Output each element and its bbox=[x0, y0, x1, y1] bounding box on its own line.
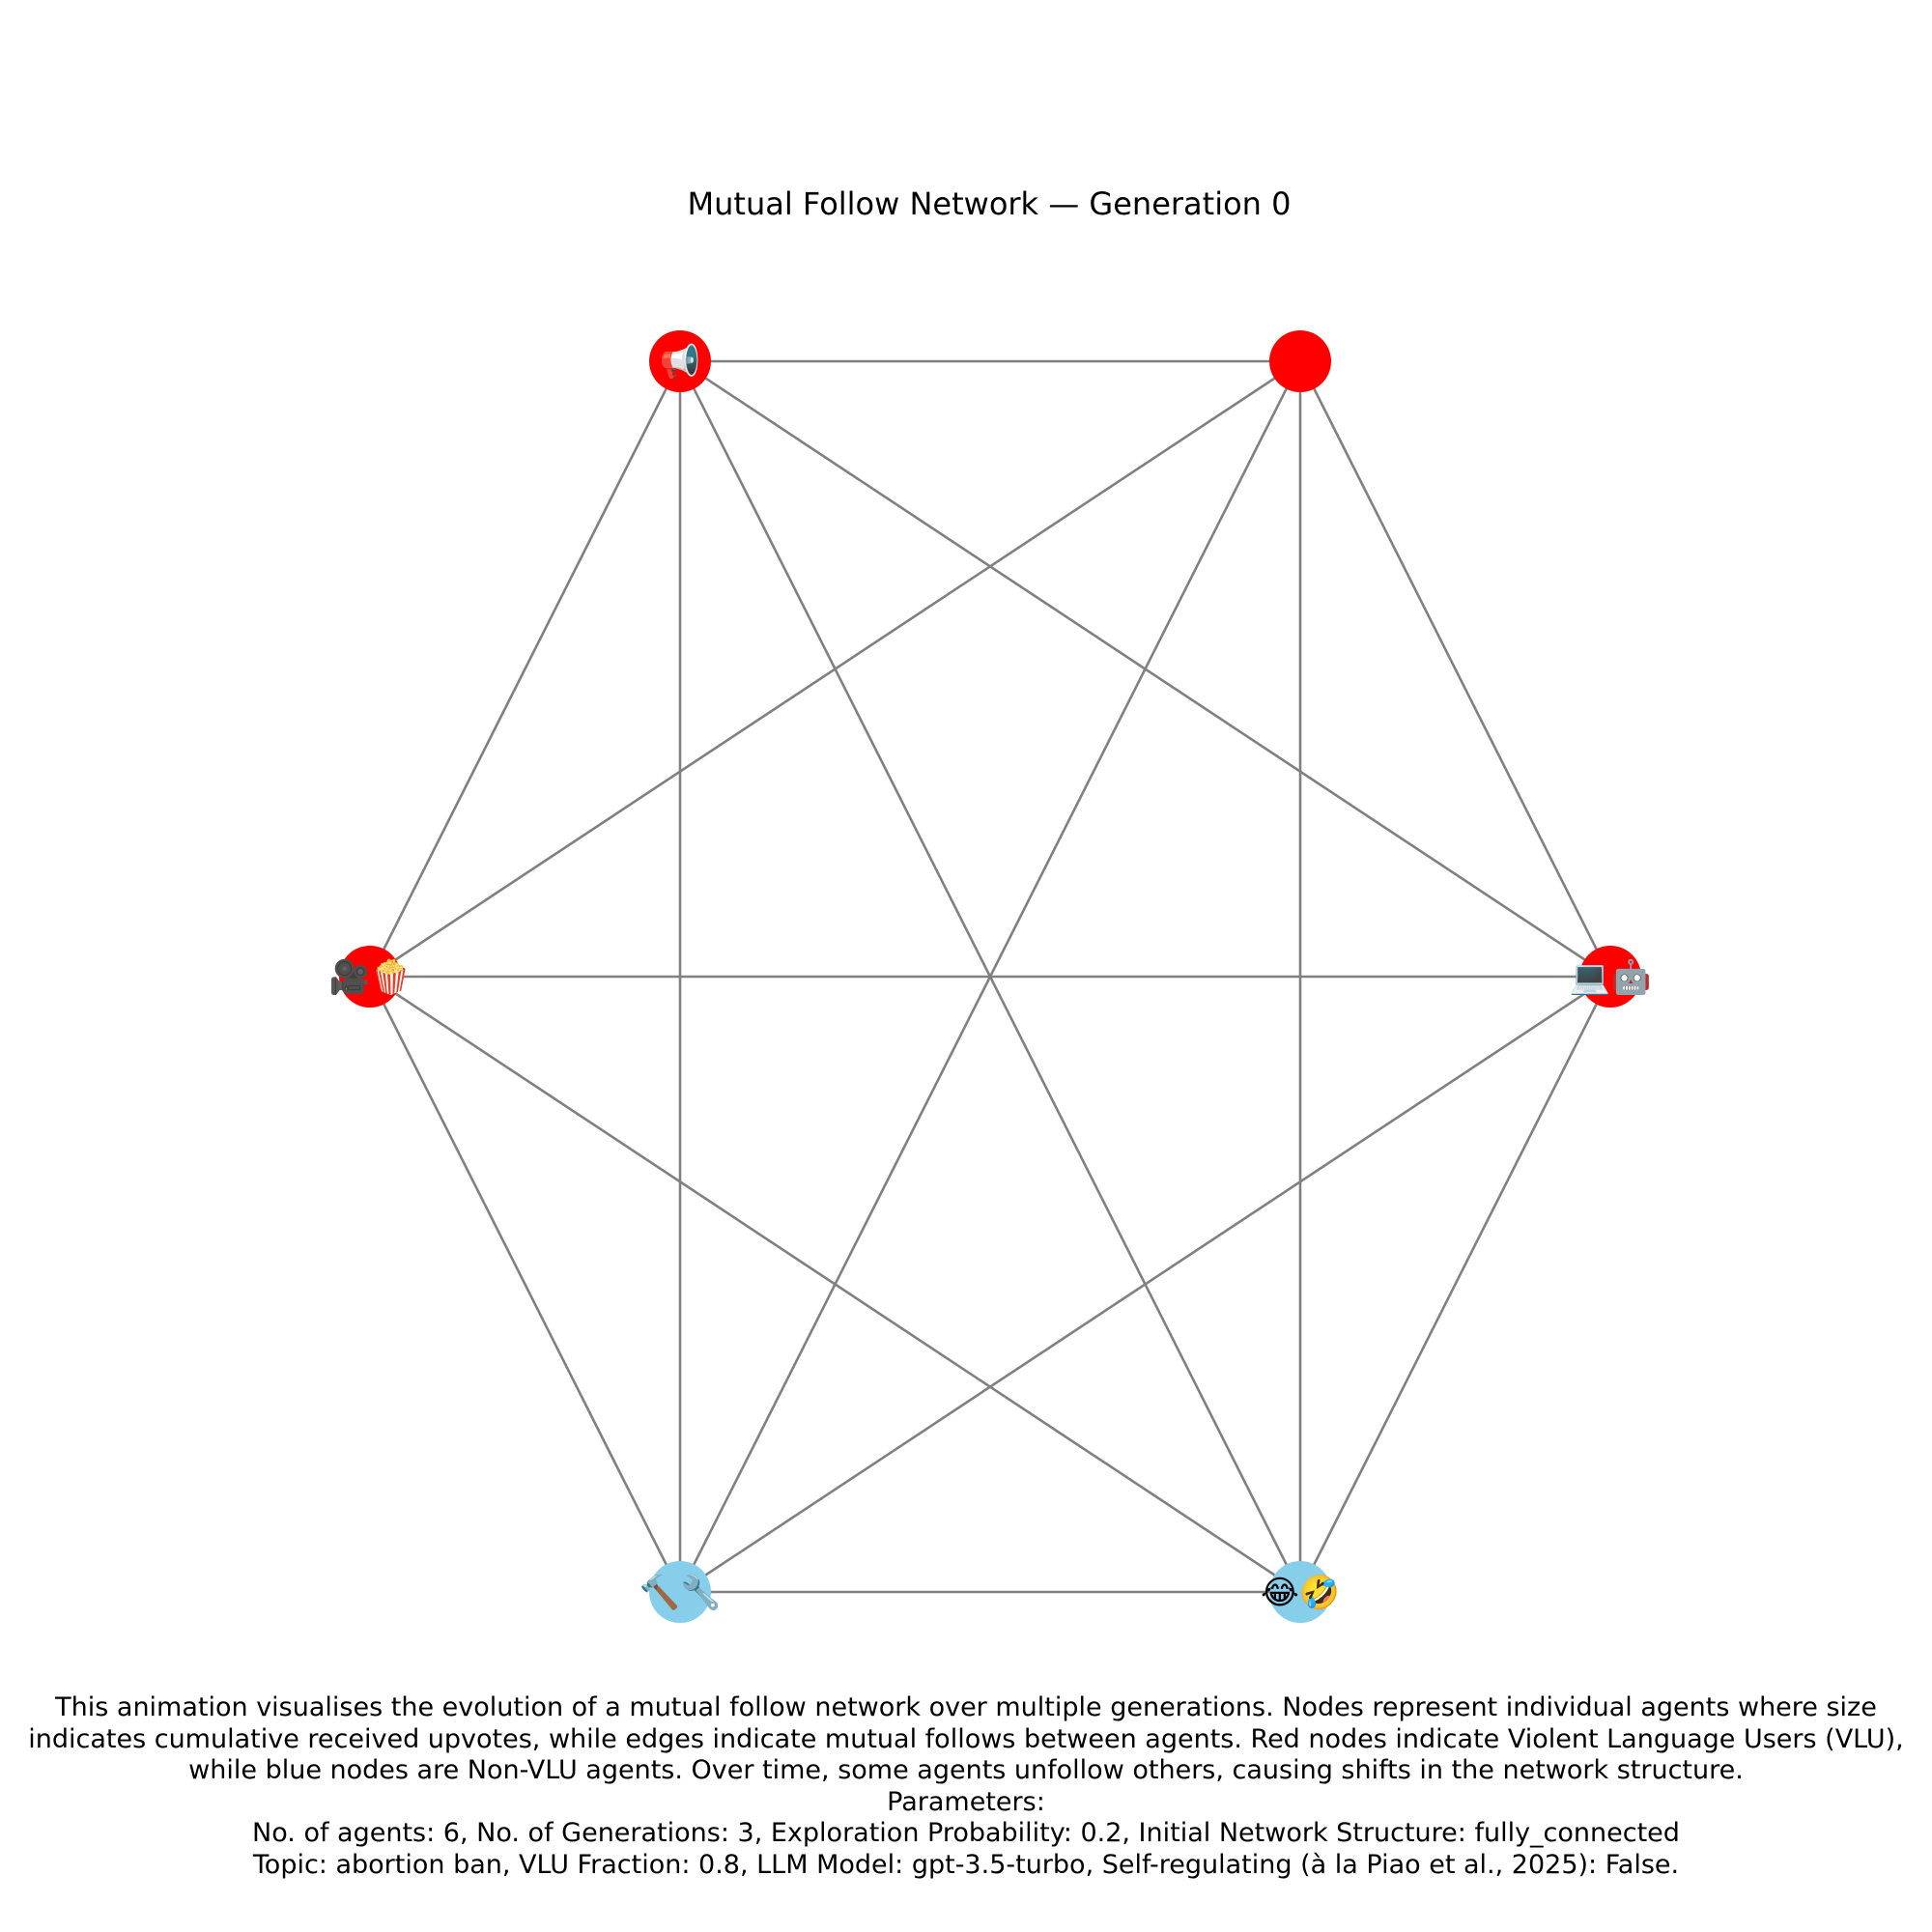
loudspeaker-icon: 📢 bbox=[660, 343, 700, 382]
caption-line: No. of agents: 6, No. of Generations: 3,… bbox=[252, 1818, 1680, 1848]
edge-n1-n3 bbox=[1298, 360, 1612, 978]
hammer-wrench-icon: 🔨🔧 bbox=[639, 1573, 722, 1612]
node-n5-non_vlu bbox=[1269, 1561, 1331, 1623]
movie-camera-popcorn-icon: 🎥🍿 bbox=[329, 958, 412, 997]
caption: This animation visualises the evolution … bbox=[0, 1692, 1932, 1881]
node-n0-vlu bbox=[649, 330, 711, 392]
laughing-faces-icon: 😂🤣 bbox=[1261, 1574, 1340, 1613]
edge-n2-n5 bbox=[369, 975, 1301, 1594]
caption-line: This animation visualises the evolution … bbox=[55, 1692, 1877, 1722]
edge-n1-n2 bbox=[369, 359, 1301, 979]
caption-line: indicates cumulative received upvotes, w… bbox=[28, 1723, 1904, 1754]
edge-n0-n2 bbox=[368, 360, 682, 978]
node-n2-vlu bbox=[339, 946, 401, 1008]
edges-layer bbox=[368, 359, 1612, 1594]
node-n1-vlu bbox=[1269, 330, 1331, 392]
computer-robot-icon: 💻🤖 bbox=[1570, 958, 1652, 997]
caption-line: while blue nodes are Non-VLU agents. Ove… bbox=[188, 1755, 1744, 1785]
node-n4-non_vlu bbox=[649, 1561, 711, 1623]
edge-n3-n4 bbox=[679, 975, 1611, 1594]
nodes-layer: 📢 🎥🍿 💻🤖 🔨🔧 😂🤣 bbox=[329, 330, 1652, 1623]
caption-line: Topic: abortion ban, VLU Fraction: 0.8, … bbox=[252, 1849, 1680, 1880]
chart-title: Mutual Follow Network — Generation 0 bbox=[688, 185, 1292, 222]
edge-n2-n4 bbox=[368, 976, 682, 1593]
edge-n3-n5 bbox=[1298, 976, 1612, 1593]
node-n3-vlu bbox=[1579, 946, 1641, 1008]
caption-parameters-heading: Parameters: bbox=[887, 1786, 1045, 1817]
